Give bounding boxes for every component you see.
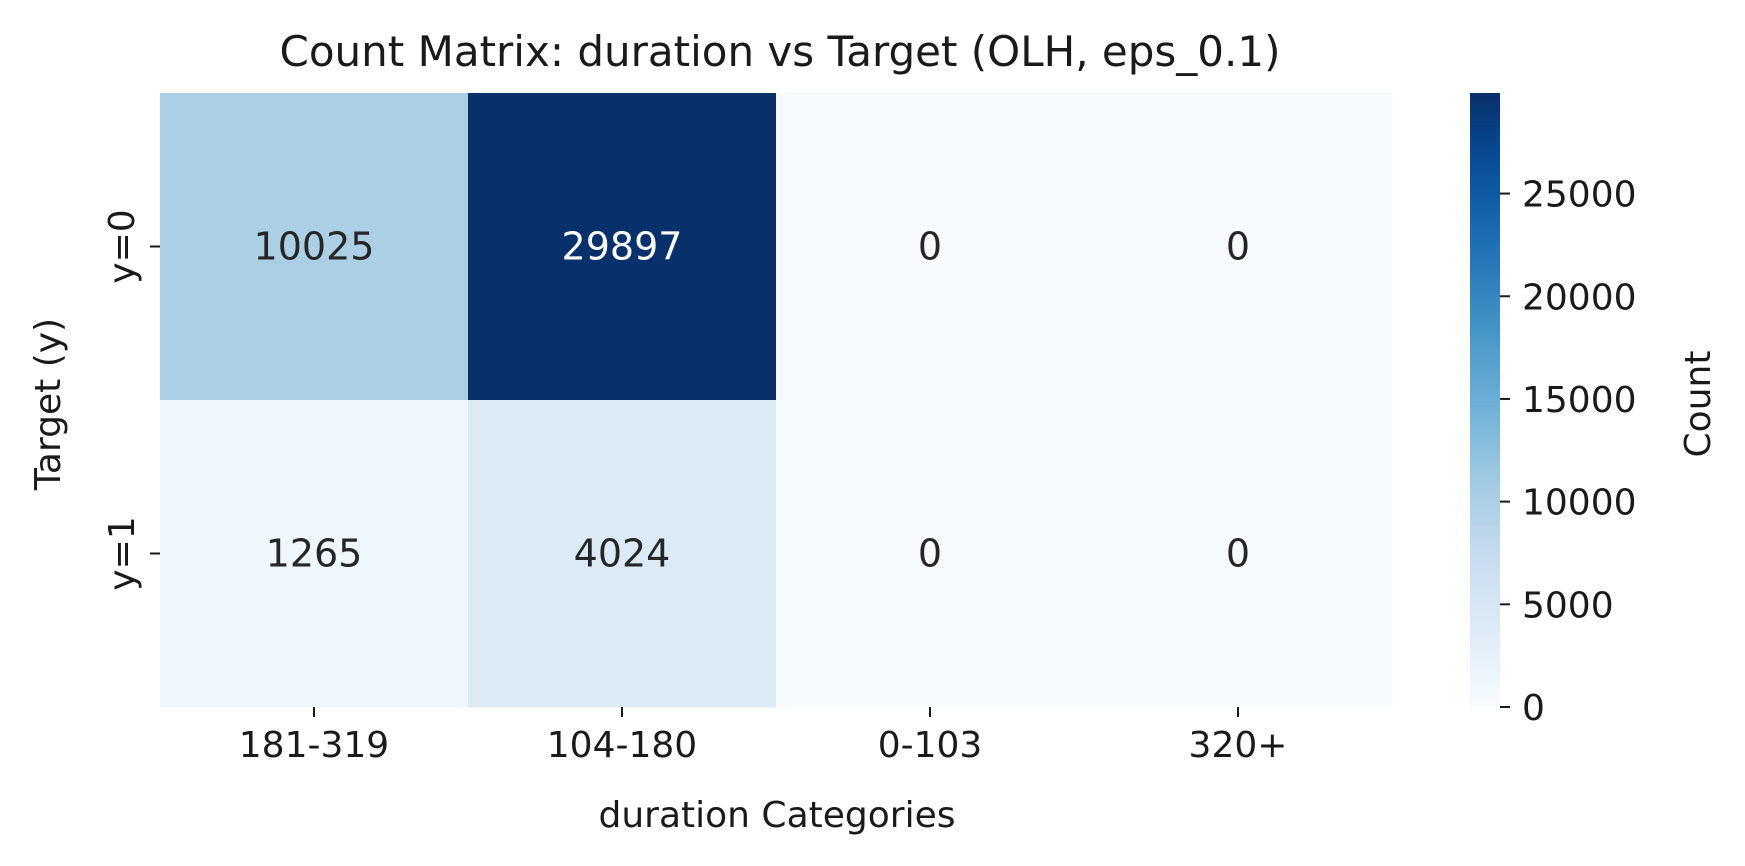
cell-value-label: 0	[1226, 532, 1250, 576]
heatmap-cells	[160, 93, 1393, 708]
y-axis-ticks: y=0 y=1	[102, 209, 160, 591]
cell-value-label: 0	[918, 532, 942, 576]
heatmap-cell	[776, 93, 1085, 401]
x-axis-label: duration Categories	[599, 795, 956, 836]
heatmap-cell	[1084, 93, 1393, 401]
cell-value-label: 0	[1226, 225, 1250, 269]
heatmap-cell	[160, 400, 469, 708]
cell-value-label: 29897	[562, 225, 683, 269]
y-tick-label: y=0	[102, 209, 143, 283]
cell-value-label: 0	[918, 225, 942, 269]
colorbar-tick-label: 20000	[1522, 277, 1637, 318]
cell-value-label: 4024	[574, 532, 671, 576]
x-tick-label: 320+	[1189, 725, 1288, 766]
cell-value-label: 10025	[254, 225, 375, 269]
heatmap-cell	[468, 93, 777, 401]
x-axis-ticks: 181-319 104-180 0-103 320+	[239, 707, 1288, 766]
heatmap-cell	[776, 400, 1085, 708]
colorbar-label: Count	[1678, 351, 1719, 458]
y-tick-label: y=1	[102, 516, 143, 590]
x-tick-label: 104-180	[547, 725, 697, 766]
cell-value-label: 1265	[266, 532, 363, 576]
heatmap-cell	[1084, 400, 1393, 708]
heatmap-cell-labels: 10025 29897 0 0 1265 4024 0 0	[254, 225, 1251, 576]
colorbar-tick-label: 25000	[1522, 175, 1637, 216]
colorbar-tick-label: 0	[1522, 688, 1545, 729]
heatmap-cell	[160, 93, 469, 401]
x-tick-label: 0-103	[878, 725, 983, 766]
x-tick-label: 181-319	[239, 725, 389, 766]
colorbar-tick-label: 5000	[1522, 585, 1614, 626]
colorbar-tick-label: 15000	[1522, 380, 1637, 421]
colorbar-tick-label: 10000	[1522, 483, 1637, 524]
heatmap-cell	[468, 400, 777, 708]
colorbar	[1470, 93, 1500, 707]
chart-title: Count Matrix: duration vs Target (OLH, e…	[280, 27, 1281, 76]
colorbar-ticks: 0 5000 10000 15000 20000 25000	[1500, 175, 1637, 729]
y-axis-label: Target (y)	[28, 318, 69, 491]
